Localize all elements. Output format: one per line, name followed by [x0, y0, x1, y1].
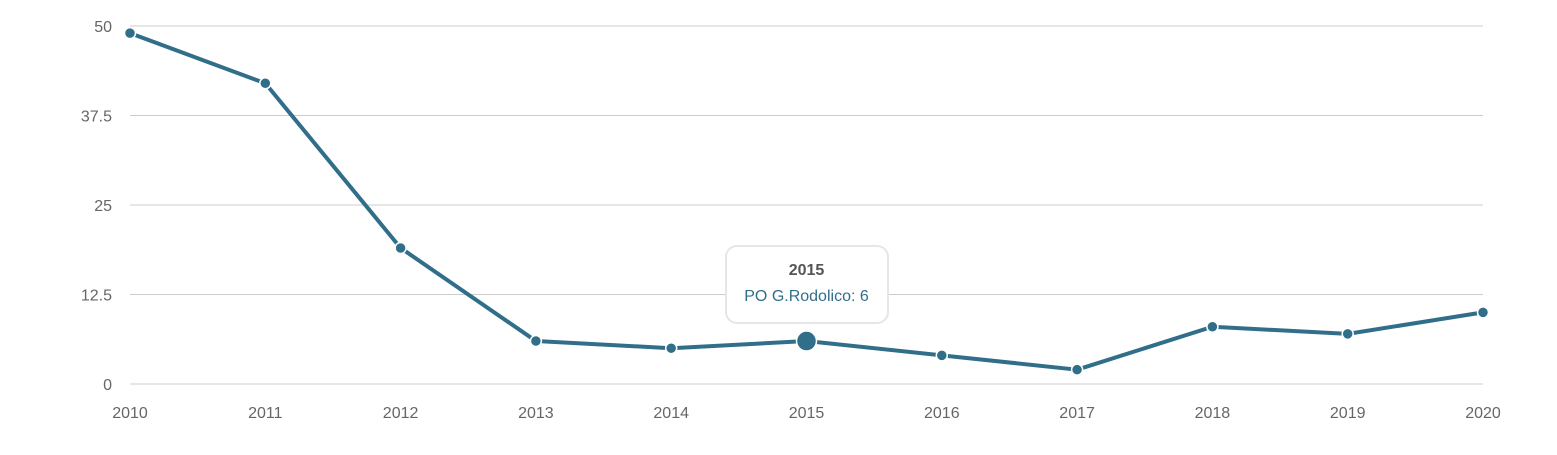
x-tick-label: 2013	[518, 405, 554, 422]
gridlines	[130, 25, 1483, 385]
chart-tooltip: 2015 PO G.Rodolico: 6	[724, 245, 889, 325]
x-tick-label: 2016	[924, 405, 960, 422]
y-tick-label: 25	[94, 198, 112, 215]
y-tick-label: 12.5	[81, 288, 112, 305]
data-point[interactable]	[1206, 320, 1219, 333]
y-tick-label: 37.5	[81, 109, 112, 126]
data-point[interactable]	[935, 349, 949, 362]
tooltip-title: 2015	[788, 262, 825, 280]
data-point[interactable]	[394, 241, 407, 255]
x-axis-tick-labels: 2010 2011 2012 2013 2014 2015 2016 2017 2018 2019…	[112, 405, 1501, 422]
y-tick-label: 0	[103, 377, 112, 394]
data-point[interactable]	[529, 334, 543, 348]
x-tick-label: 2011	[248, 405, 283, 422]
x-tick-label: 2019	[1330, 405, 1366, 422]
y-axis-tick-labels: 0 12.5 25 37.5 50	[81, 19, 112, 394]
data-point-highlighted[interactable]	[795, 330, 818, 352]
data-point[interactable]	[259, 77, 272, 90]
data-point[interactable]	[1070, 363, 1084, 376]
data-point[interactable]	[123, 26, 137, 40]
x-tick-label: 2018	[1195, 405, 1231, 422]
x-tick-label: 2015	[789, 405, 825, 422]
data-points	[123, 26, 1490, 376]
data-point[interactable]	[1476, 306, 1490, 319]
x-tick-label: 2017	[1059, 405, 1095, 422]
x-tick-label: 2014	[653, 405, 689, 422]
y-tick-label: 50	[94, 19, 112, 36]
x-tick-label: 2010	[112, 405, 148, 422]
x-tick-label: 2020	[1465, 405, 1501, 422]
x-tick-label: 2012	[383, 405, 419, 422]
data-point[interactable]	[1341, 327, 1354, 341]
data-point[interactable]	[664, 341, 678, 355]
tooltip-body: PO G.Rodolico: 6	[744, 288, 869, 306]
